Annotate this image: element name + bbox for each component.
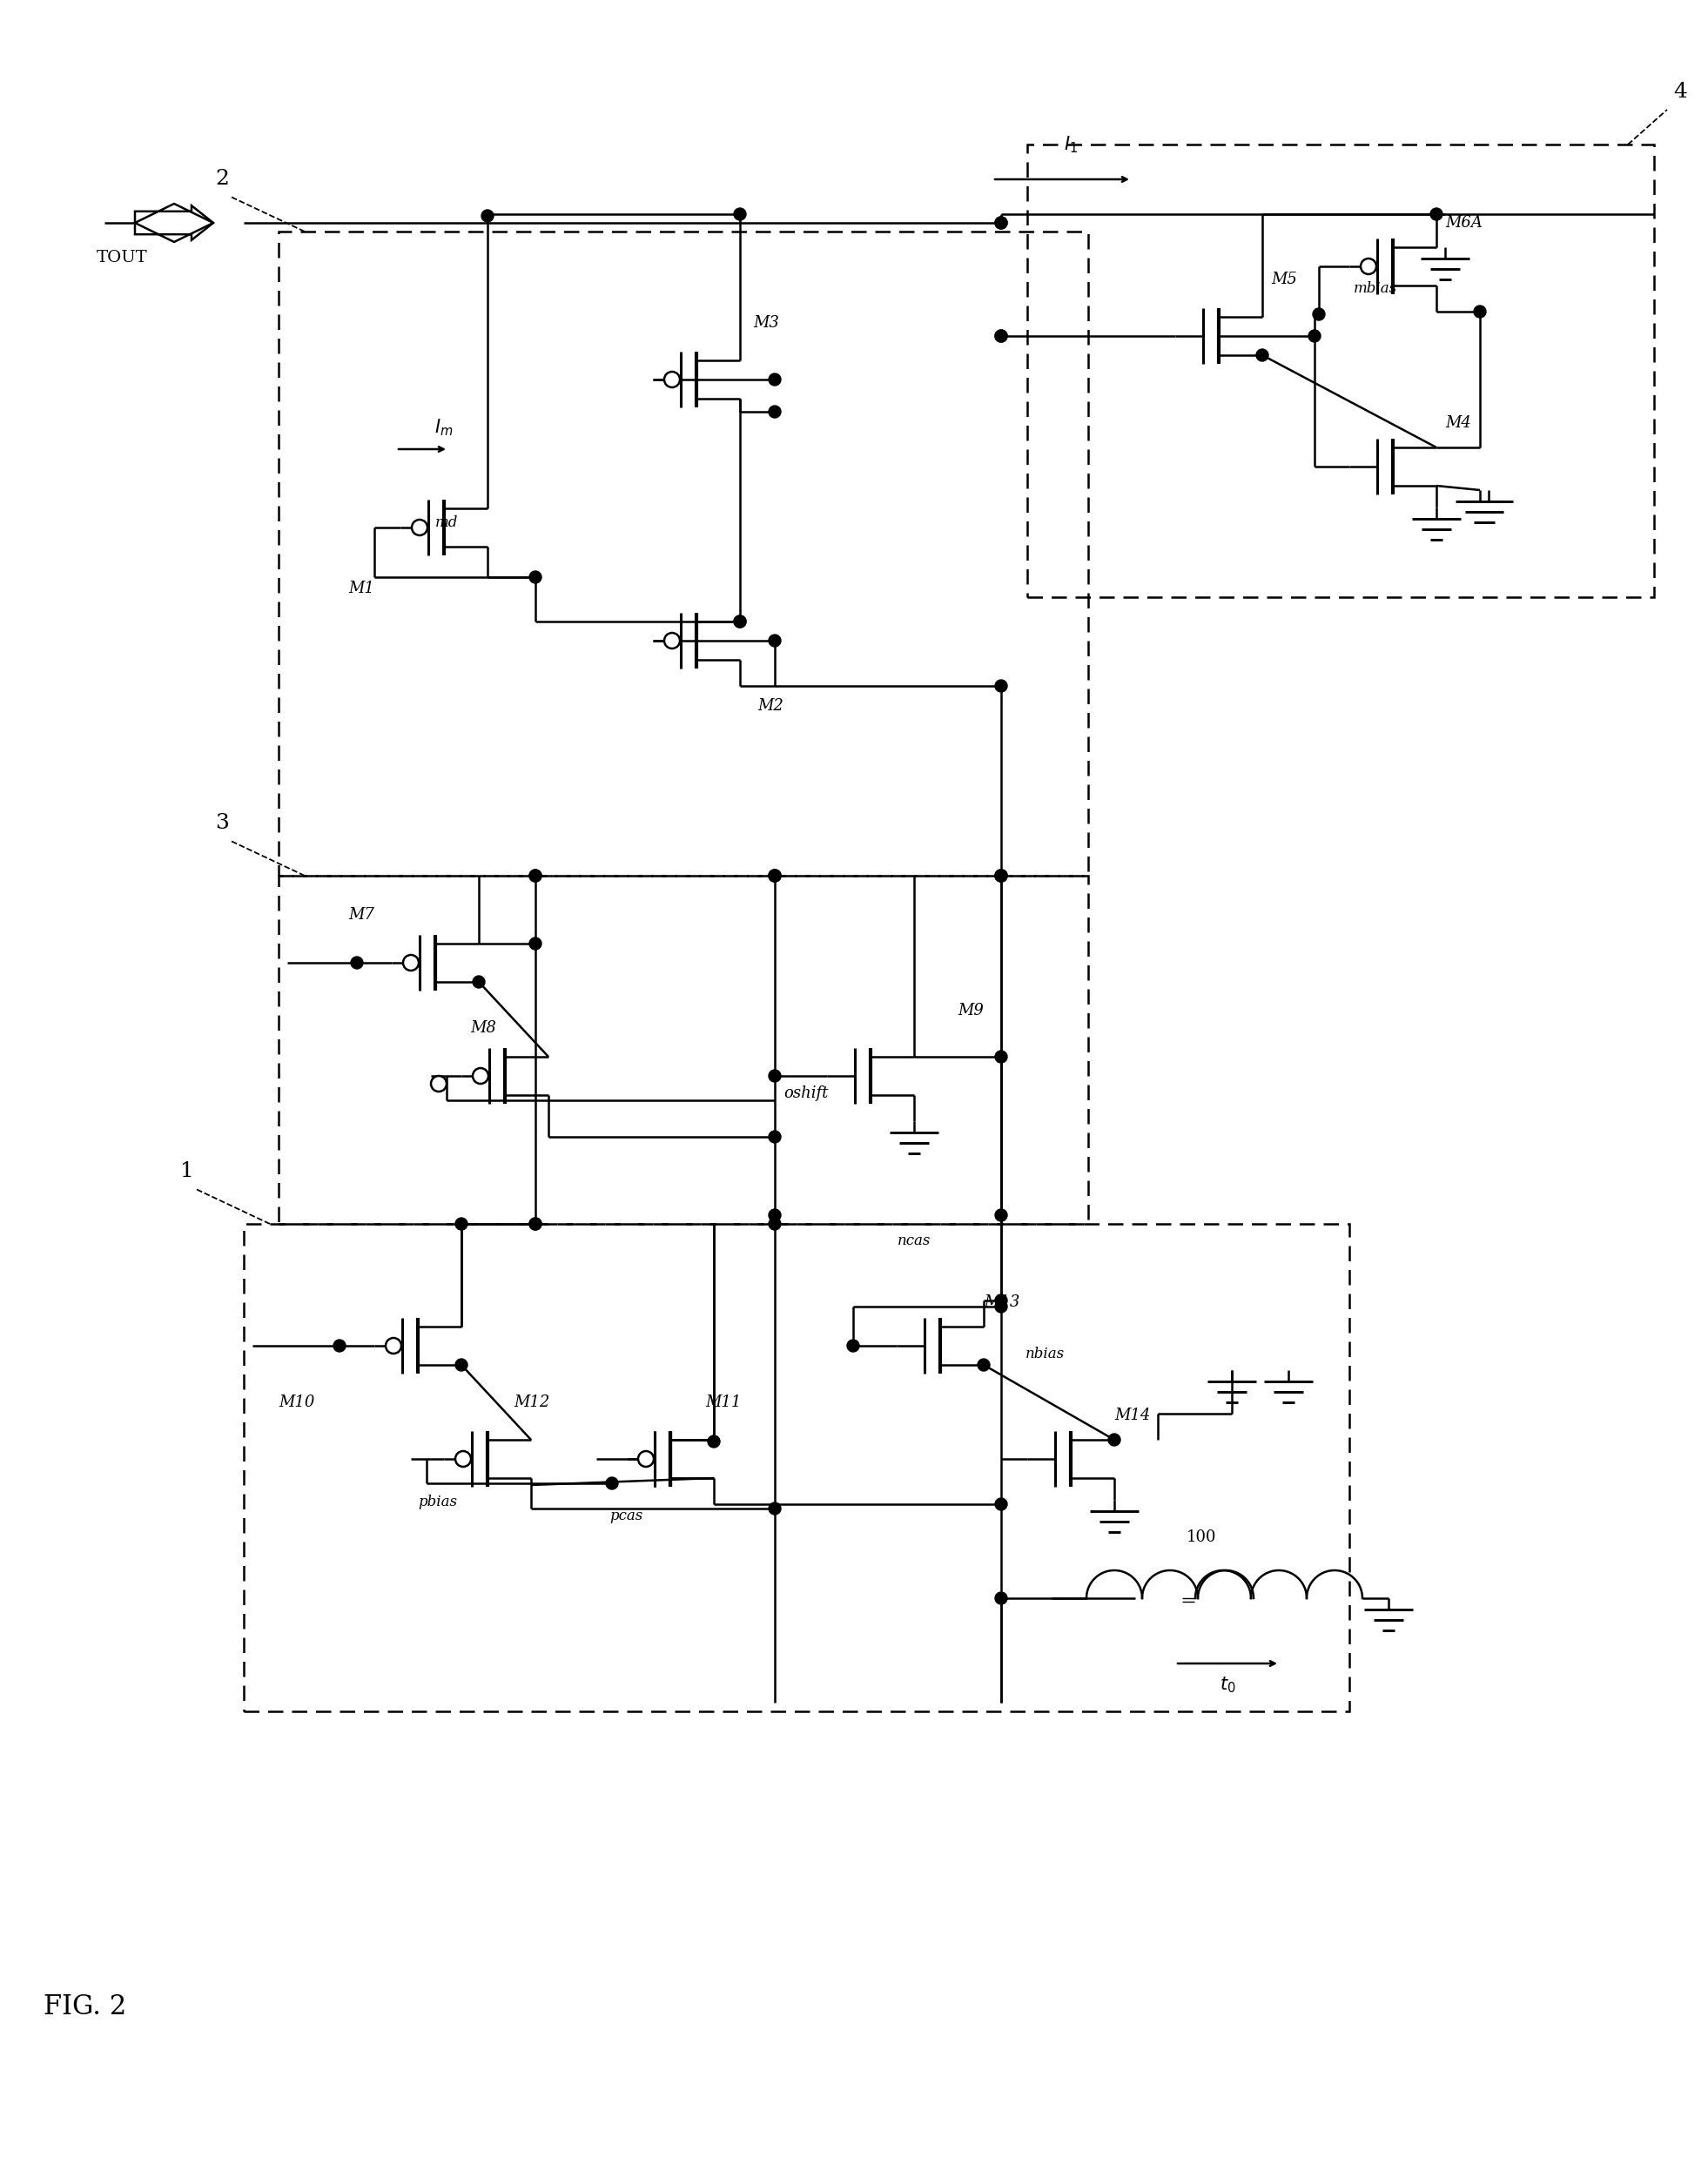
Text: pcas: pcas (610, 1508, 642, 1523)
Text: 2: 2 (215, 169, 229, 188)
Circle shape (529, 1218, 541, 1229)
Circle shape (664, 372, 680, 387)
Text: mbias: mbias (1354, 281, 1397, 296)
Text: ncas: ncas (897, 1233, 931, 1249)
Circle shape (996, 1301, 1008, 1314)
Circle shape (529, 1218, 541, 1229)
Text: 1: 1 (181, 1162, 195, 1182)
Text: oshift: oshift (784, 1086, 828, 1101)
Text: M9: M9 (958, 1002, 984, 1019)
Circle shape (606, 1478, 618, 1489)
Circle shape (734, 615, 746, 628)
Circle shape (996, 1210, 1008, 1220)
Circle shape (847, 1340, 859, 1352)
Text: M12: M12 (514, 1394, 550, 1411)
FancyArrow shape (135, 206, 214, 240)
Text: 100: 100 (1187, 1530, 1216, 1545)
Circle shape (412, 519, 427, 535)
Bar (244, 1225, 1349, 1712)
Text: M4: M4 (1445, 415, 1471, 431)
Circle shape (977, 1359, 991, 1372)
Circle shape (403, 954, 418, 972)
Circle shape (996, 870, 1008, 881)
Circle shape (350, 956, 364, 969)
Text: pbias: pbias (418, 1495, 458, 1510)
Circle shape (769, 870, 781, 881)
Circle shape (769, 405, 781, 418)
Circle shape (1308, 329, 1320, 342)
Text: 3: 3 (215, 814, 229, 833)
Circle shape (1108, 1435, 1120, 1446)
Circle shape (529, 571, 541, 584)
Circle shape (769, 1502, 781, 1515)
Text: M2: M2 (757, 699, 784, 714)
Circle shape (996, 870, 1008, 881)
Circle shape (996, 1497, 1008, 1510)
Bar (278, 876, 1088, 1225)
Text: $I_1$: $I_1$ (1064, 134, 1078, 156)
Circle shape (769, 634, 781, 647)
Text: 4: 4 (1674, 82, 1688, 102)
Circle shape (639, 1452, 654, 1467)
Text: md: md (436, 515, 458, 530)
Circle shape (1255, 348, 1269, 361)
Circle shape (707, 1435, 721, 1448)
Text: M11: M11 (705, 1394, 741, 1411)
Circle shape (996, 329, 1008, 342)
Circle shape (1430, 208, 1443, 221)
Text: TOUT: TOUT (96, 249, 147, 266)
Circle shape (386, 1337, 401, 1355)
Circle shape (529, 870, 541, 881)
Circle shape (473, 1069, 488, 1084)
Circle shape (473, 976, 485, 989)
Text: M8: M8 (470, 1019, 495, 1037)
Circle shape (769, 1132, 781, 1143)
Circle shape (456, 1359, 468, 1372)
Circle shape (996, 1294, 1008, 1307)
Text: M6A: M6A (1445, 214, 1483, 232)
Text: $I_m$: $I_m$ (434, 418, 453, 437)
Circle shape (996, 1593, 1008, 1604)
Circle shape (769, 870, 781, 881)
Text: M7: M7 (348, 907, 374, 922)
Text: M5: M5 (1271, 273, 1296, 288)
Circle shape (769, 1069, 781, 1082)
Text: M1: M1 (348, 580, 374, 597)
Text: nbias: nbias (1025, 1346, 1064, 1361)
Circle shape (1313, 307, 1325, 320)
Circle shape (1474, 305, 1486, 318)
Circle shape (769, 374, 781, 385)
Text: FIG. 2: FIG. 2 (43, 1993, 126, 2021)
Circle shape (996, 216, 1008, 229)
Circle shape (430, 1076, 446, 1091)
Circle shape (456, 1452, 471, 1467)
Text: M14: M14 (1114, 1407, 1149, 1424)
Circle shape (529, 870, 541, 881)
Bar (278, 232, 1088, 876)
Circle shape (734, 615, 746, 628)
Circle shape (996, 329, 1008, 342)
Circle shape (769, 1218, 781, 1229)
Circle shape (769, 1210, 781, 1220)
Text: $t_0$: $t_0$ (1220, 1675, 1235, 1694)
Circle shape (664, 632, 680, 649)
Circle shape (529, 937, 541, 950)
Circle shape (996, 216, 1008, 229)
Circle shape (996, 870, 1008, 881)
Circle shape (996, 1052, 1008, 1063)
Text: M3: M3 (753, 316, 779, 331)
Circle shape (769, 870, 781, 881)
Circle shape (333, 1340, 345, 1352)
Circle shape (734, 208, 746, 221)
Text: M10: M10 (278, 1394, 314, 1411)
Circle shape (456, 1218, 468, 1229)
Bar (1027, 145, 1653, 597)
Circle shape (996, 679, 1008, 692)
Circle shape (482, 210, 494, 223)
Circle shape (1361, 258, 1377, 275)
Text: M13: M13 (984, 1294, 1020, 1309)
